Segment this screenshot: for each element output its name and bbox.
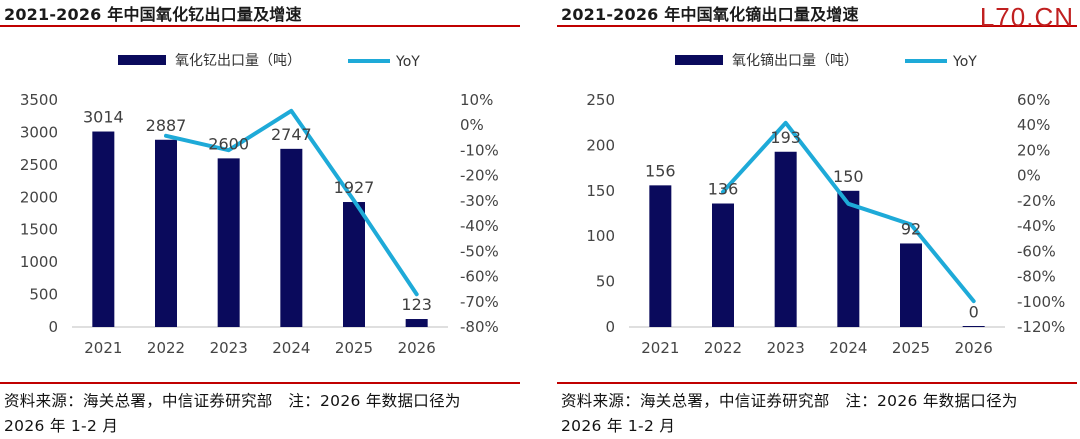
bar-data-label: 0: [969, 303, 979, 322]
bar: [962, 326, 985, 327]
y-right-tick-label: -40%: [1017, 217, 1056, 235]
legend-line-label: YoY: [395, 54, 420, 70]
bar: [900, 243, 922, 327]
bar: [92, 131, 115, 327]
source-note: 资料来源：海关总署，中信证券研究部 注：2026 年数据口径为 2026 年 1…: [4, 389, 519, 439]
x-tick-label: 2025: [335, 339, 373, 357]
title-rule: [557, 25, 1077, 27]
title-rule: [0, 25, 520, 27]
source-line-2: 2026 年 1-2 月: [4, 417, 119, 435]
bar: [712, 203, 734, 327]
y-right-tick-label: -40%: [460, 217, 499, 235]
yttrium-chart-panel: 2021-2026 年中国氧化钇出口量及增速 氧化钇出口量（吨） YoY 0 500 1…: [0, 0, 525, 439]
bar-data-label: 1927: [334, 178, 375, 197]
y-left-tick-label: 2500: [20, 156, 58, 174]
bar-data-label: 2600: [208, 134, 249, 153]
y-left-tick-label: 250: [586, 91, 615, 109]
bar-data-label: 156: [645, 161, 676, 180]
y-right-tick-label: -20%: [460, 167, 499, 185]
legend-bar-label: 氧化镝出口量（吨）: [732, 52, 858, 69]
bar-data-label: 92: [901, 219, 921, 238]
legend-bar-label: 氧化钇出口量（吨）: [175, 53, 301, 69]
y-left-tick-label: 50: [596, 273, 615, 291]
y-left-tick-label: 0: [605, 318, 615, 336]
bar: [280, 148, 303, 327]
y-left-tick-label: 100: [586, 227, 615, 245]
x-tick-label: 2021: [641, 339, 679, 357]
legend-bar-swatch: [675, 55, 723, 65]
y-right-tick-label: 10%: [460, 91, 493, 109]
dysprosium-chart-panel: 2021-2026 年中国氧化镝出口量及增速 氧化镝出口量（吨） YoY 0 50 10…: [557, 0, 1080, 439]
y-left-tick-label: 3500: [20, 91, 58, 109]
bar-data-label: 150: [833, 167, 864, 186]
bar-data-label: 123: [401, 295, 432, 314]
y-right-tick-label: 0%: [460, 116, 484, 134]
x-tick-label: 2022: [147, 339, 185, 357]
bar-data-label: 193: [770, 128, 801, 147]
source-line-2: 2026 年 1-2 月: [561, 417, 676, 435]
chart-title: 2021-2026 年中国氧化钇出口量及增速: [4, 5, 302, 24]
y-left-tick-label: 0: [48, 318, 58, 336]
bar: [774, 151, 797, 327]
legend-line-label: YoY: [952, 54, 977, 70]
y-right-tick-label: -30%: [460, 192, 499, 210]
source-rule: [0, 382, 520, 384]
y-right-tick-label: -60%: [1017, 242, 1056, 260]
bar-data-label: 2747: [271, 125, 312, 144]
y-right-tick-label: -20%: [1017, 192, 1056, 210]
y-left-tick-label: 150: [586, 182, 615, 200]
y-left-tick-label: 500: [29, 286, 58, 304]
x-tick-label: 2022: [704, 339, 742, 357]
bar: [217, 158, 240, 327]
x-tick-label: 2024: [272, 339, 310, 357]
y-left-tick-label: 2000: [20, 188, 58, 206]
bar: [405, 319, 428, 327]
bar: [649, 185, 672, 327]
source-line-1: 资料来源：海关总署，中信证券研究部 注：2026 年数据口径为: [561, 392, 1018, 410]
bar: [343, 202, 365, 327]
x-tick-label: 2024: [829, 339, 867, 357]
bar: [837, 190, 860, 327]
source-rule: [557, 382, 1077, 384]
y-right-tick-label: -70%: [460, 293, 499, 311]
yoy-series-line: [721, 120, 976, 304]
yttrium-export-chart: 氧化钇出口量（吨） YoY 0 500 1000 1500 2000 2500 3000 3500…: [20, 53, 499, 357]
y-right-tick-label: 40%: [1017, 116, 1050, 134]
y-right-tick-label: 0%: [1017, 167, 1041, 185]
x-tick-label: 2025: [892, 339, 930, 357]
bar-data-label: 2887: [146, 116, 187, 135]
y-left-tick-label: 1500: [20, 221, 58, 239]
source-note: 资料来源：海关总署，中信证券研究部 注：2026 年数据口径为 2026 年 1…: [561, 389, 1076, 439]
watermark-logo: L70.CN: [979, 2, 1074, 32]
bar: [155, 139, 177, 327]
y-right-tick-label: 60%: [1017, 91, 1050, 109]
y-right-tick-label: -10%: [460, 141, 499, 159]
x-tick-label: 2023: [767, 339, 805, 357]
y-left-tick-label: 200: [586, 136, 615, 154]
chart-title: 2021-2026 年中国氧化镝出口量及增速: [561, 5, 859, 24]
legend-bar-swatch: [118, 55, 166, 65]
y-right-tick-label: 20%: [1017, 141, 1050, 159]
bar-data-label: 136: [708, 180, 739, 199]
yoy-series-line: [164, 108, 419, 297]
y-right-tick-label: -60%: [460, 268, 499, 286]
y-right-tick-label: -50%: [460, 242, 499, 260]
y-right-tick-label: -100%: [1017, 293, 1065, 311]
x-tick-label: 2023: [210, 339, 248, 357]
bar-data-label: 3014: [83, 108, 124, 127]
dysprosium-export-chart: 氧化镝出口量（吨） YoY 0 50 100 150 200 250 -120% -100% -80…: [586, 52, 1065, 357]
y-left-tick-label: 1000: [20, 253, 58, 271]
x-tick-label: 2026: [398, 339, 436, 357]
y-right-tick-label: -120%: [1017, 318, 1065, 336]
y-left-tick-label: 3000: [20, 123, 58, 141]
x-tick-label: 2026: [955, 339, 993, 357]
y-right-tick-label: -80%: [460, 318, 499, 336]
y-right-tick-label: -80%: [1017, 268, 1056, 286]
source-line-1: 资料来源：海关总署，中信证券研究部 注：2026 年数据口径为: [4, 392, 461, 410]
x-tick-label: 2021: [84, 339, 122, 357]
